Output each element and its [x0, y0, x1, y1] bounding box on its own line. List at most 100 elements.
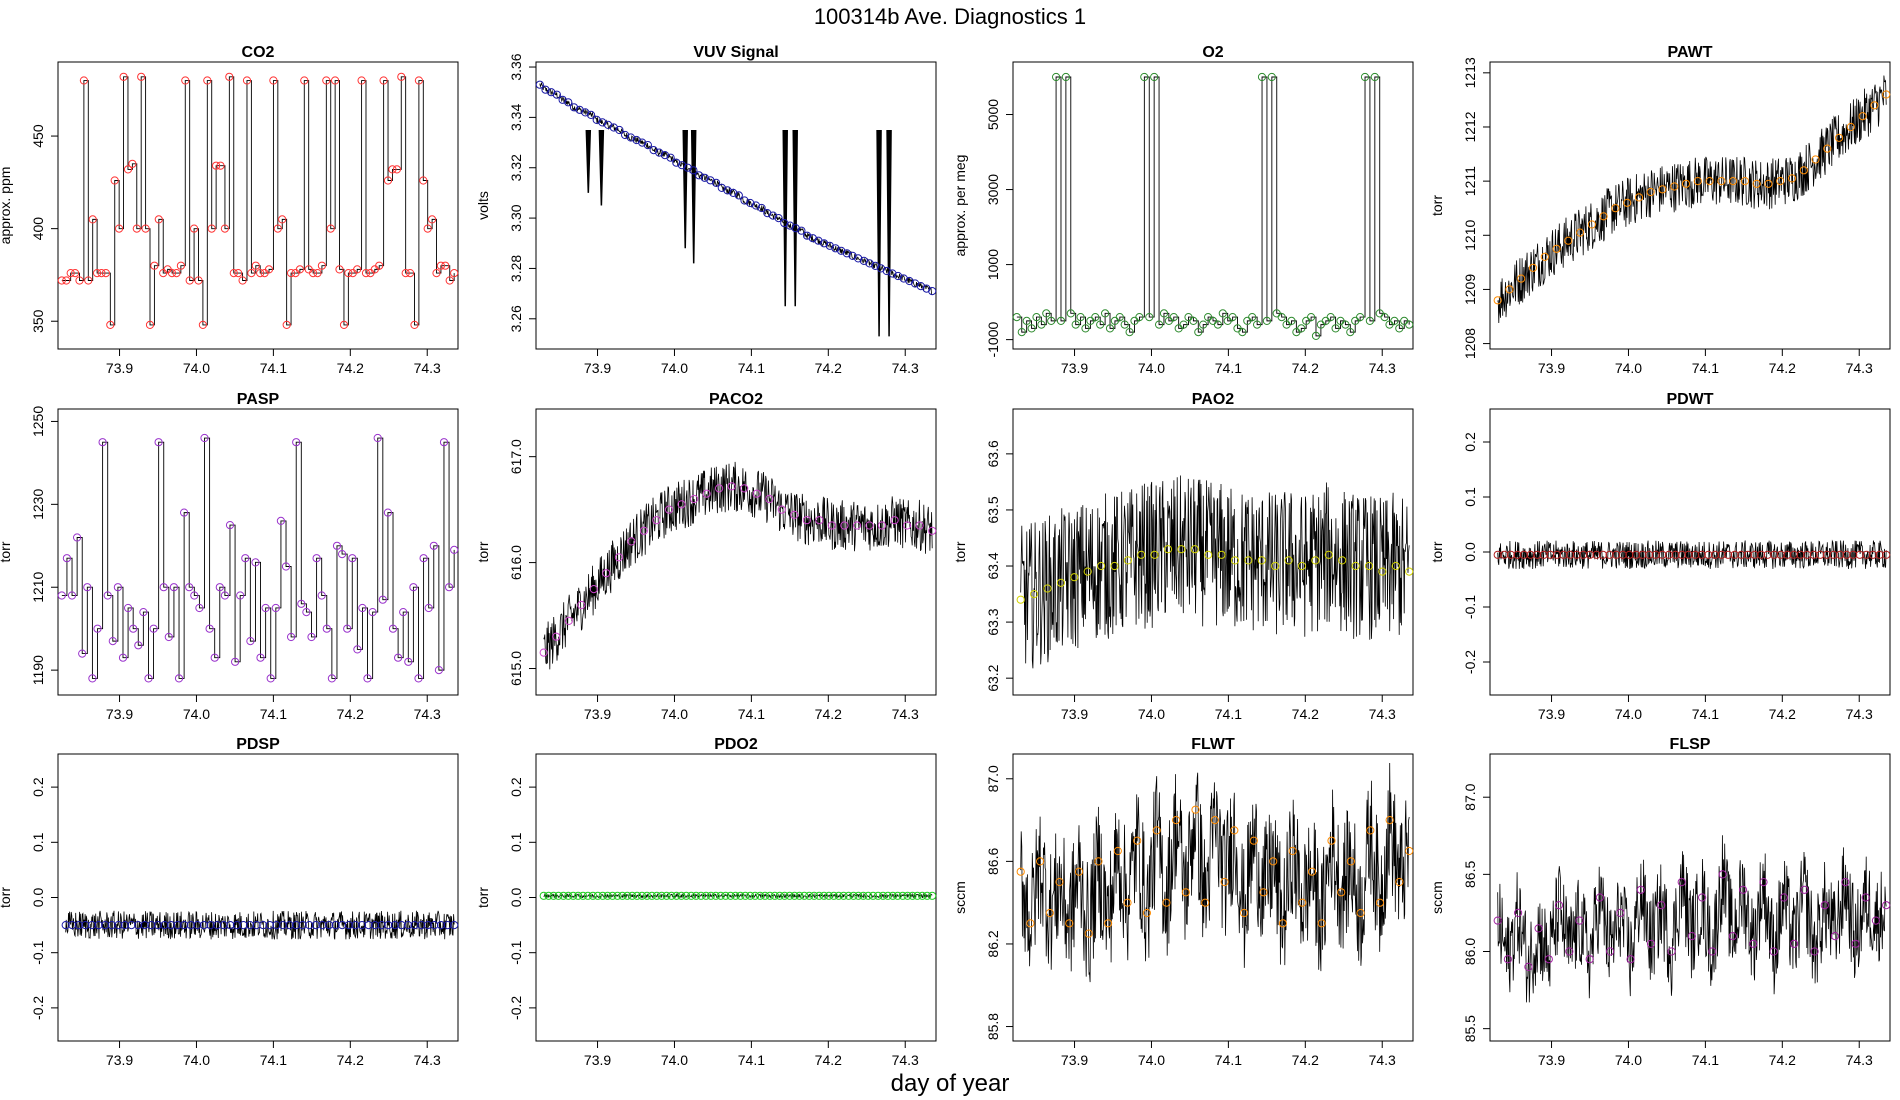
data-point: [1738, 885, 1748, 894]
data-point: [608, 891, 617, 900]
data-point: [539, 891, 548, 900]
data-point: [326, 224, 335, 233]
y-tick-label: 0.0: [508, 888, 524, 908]
data-point: [1071, 320, 1080, 329]
x-tick-label: 74.2: [815, 360, 842, 376]
panel-vuv-signal: VUV Signal volts 73.9 74.0 74.1 74.2 74.3 3.26 3…: [475, 44, 937, 376]
data-point: [220, 591, 229, 600]
data-point: [1769, 947, 1778, 956]
plot-frame: [1489, 753, 1891, 1042]
data-point: [1882, 90, 1891, 99]
y-tick-label: 86.0: [1462, 938, 1478, 965]
data-point: [628, 891, 637, 900]
data-point: [677, 161, 687, 170]
x-tick-label: 74.3: [1369, 1052, 1396, 1068]
data-point: [731, 891, 740, 900]
data-point: [1729, 177, 1738, 186]
data-point: [1855, 550, 1864, 559]
data-point: [1091, 313, 1100, 322]
data-point: [916, 282, 925, 291]
data-point: [581, 108, 590, 117]
data-point: [1829, 550, 1838, 559]
data-point: [1213, 320, 1223, 329]
data-point: [1181, 888, 1190, 897]
x-tick-label: 74.3: [892, 360, 919, 376]
data-point: [700, 173, 709, 182]
y-axis-label: approx. per meg: [952, 155, 968, 257]
data-point: [751, 201, 761, 210]
data-point: [871, 261, 880, 270]
data-point: [110, 176, 119, 185]
common-x-label: day of year: [890, 1070, 1010, 1097]
data-point: [1341, 320, 1350, 329]
data-point: [232, 921, 241, 930]
data-point: [141, 224, 150, 233]
raw-trace: [1497, 539, 1887, 570]
data-point: [552, 632, 561, 641]
data-point: [1017, 328, 1026, 337]
raw-trace: [1497, 835, 1887, 1003]
data-point: [1370, 72, 1379, 82]
data-point: [777, 505, 786, 514]
data-point: [649, 146, 658, 155]
data-point: [1055, 877, 1064, 887]
data-point: [888, 891, 897, 900]
y-tick-label: 3.28: [508, 255, 524, 282]
x-tick-label: 74.0: [1138, 706, 1165, 722]
data-point: [677, 891, 686, 900]
x-tick-label: 73.9: [1538, 1052, 1565, 1068]
x-tick-label: 74.1: [738, 706, 765, 722]
data-point: [1705, 177, 1714, 186]
data-point: [269, 76, 278, 85]
data-point: [1811, 155, 1820, 164]
data-point: [113, 583, 123, 592]
data-point: [1861, 893, 1870, 902]
data-point: [1684, 550, 1693, 559]
data-point: [883, 891, 893, 900]
data-point: [199, 921, 209, 930]
data-point: [1587, 220, 1597, 229]
data-point: [98, 438, 107, 447]
data-point: [357, 76, 366, 85]
data-point: [373, 433, 382, 443]
x-tick-label: 74.0: [183, 360, 210, 376]
data-point: [898, 891, 907, 900]
data-point: [1646, 187, 1655, 197]
data-point: [1032, 313, 1041, 322]
data-point: [1638, 550, 1647, 559]
data-point: [578, 891, 588, 900]
y-tick-label: 1212: [1462, 111, 1478, 142]
data-point: [662, 891, 671, 900]
data-point: [1546, 550, 1555, 559]
data-point: [780, 891, 789, 900]
data-point: [1065, 919, 1074, 928]
data-point: [88, 674, 97, 683]
x-tick-label: 74.3: [1846, 1052, 1873, 1068]
data-point: [1042, 309, 1051, 318]
data-point: [1123, 898, 1132, 907]
data-point: [331, 921, 340, 930]
data-point: [246, 637, 255, 646]
y-tick-label: 86.6: [985, 848, 1001, 875]
panel-title: CO2: [242, 44, 275, 61]
data-point: [1787, 174, 1797, 183]
data-point: [905, 276, 914, 286]
data-point: [432, 269, 441, 278]
data-point: [1360, 72, 1370, 82]
data-point: [1576, 228, 1585, 237]
data-point: [677, 500, 686, 509]
data-point: [226, 921, 235, 930]
data-point: [923, 891, 932, 900]
data-point: [1882, 901, 1891, 910]
data-point: [1783, 550, 1792, 559]
y-tick-label: 1000: [985, 249, 1001, 280]
data-point: [1145, 313, 1154, 322]
dip-spike: [682, 129, 688, 249]
data-point: [588, 891, 598, 900]
y-tick-label: -0.2: [508, 996, 524, 1020]
data-point: [1789, 550, 1799, 559]
data-point: [1724, 550, 1733, 559]
data-point: [190, 224, 199, 233]
data-point: [1297, 561, 1307, 571]
y-tick-label: 63.2: [985, 664, 1001, 691]
